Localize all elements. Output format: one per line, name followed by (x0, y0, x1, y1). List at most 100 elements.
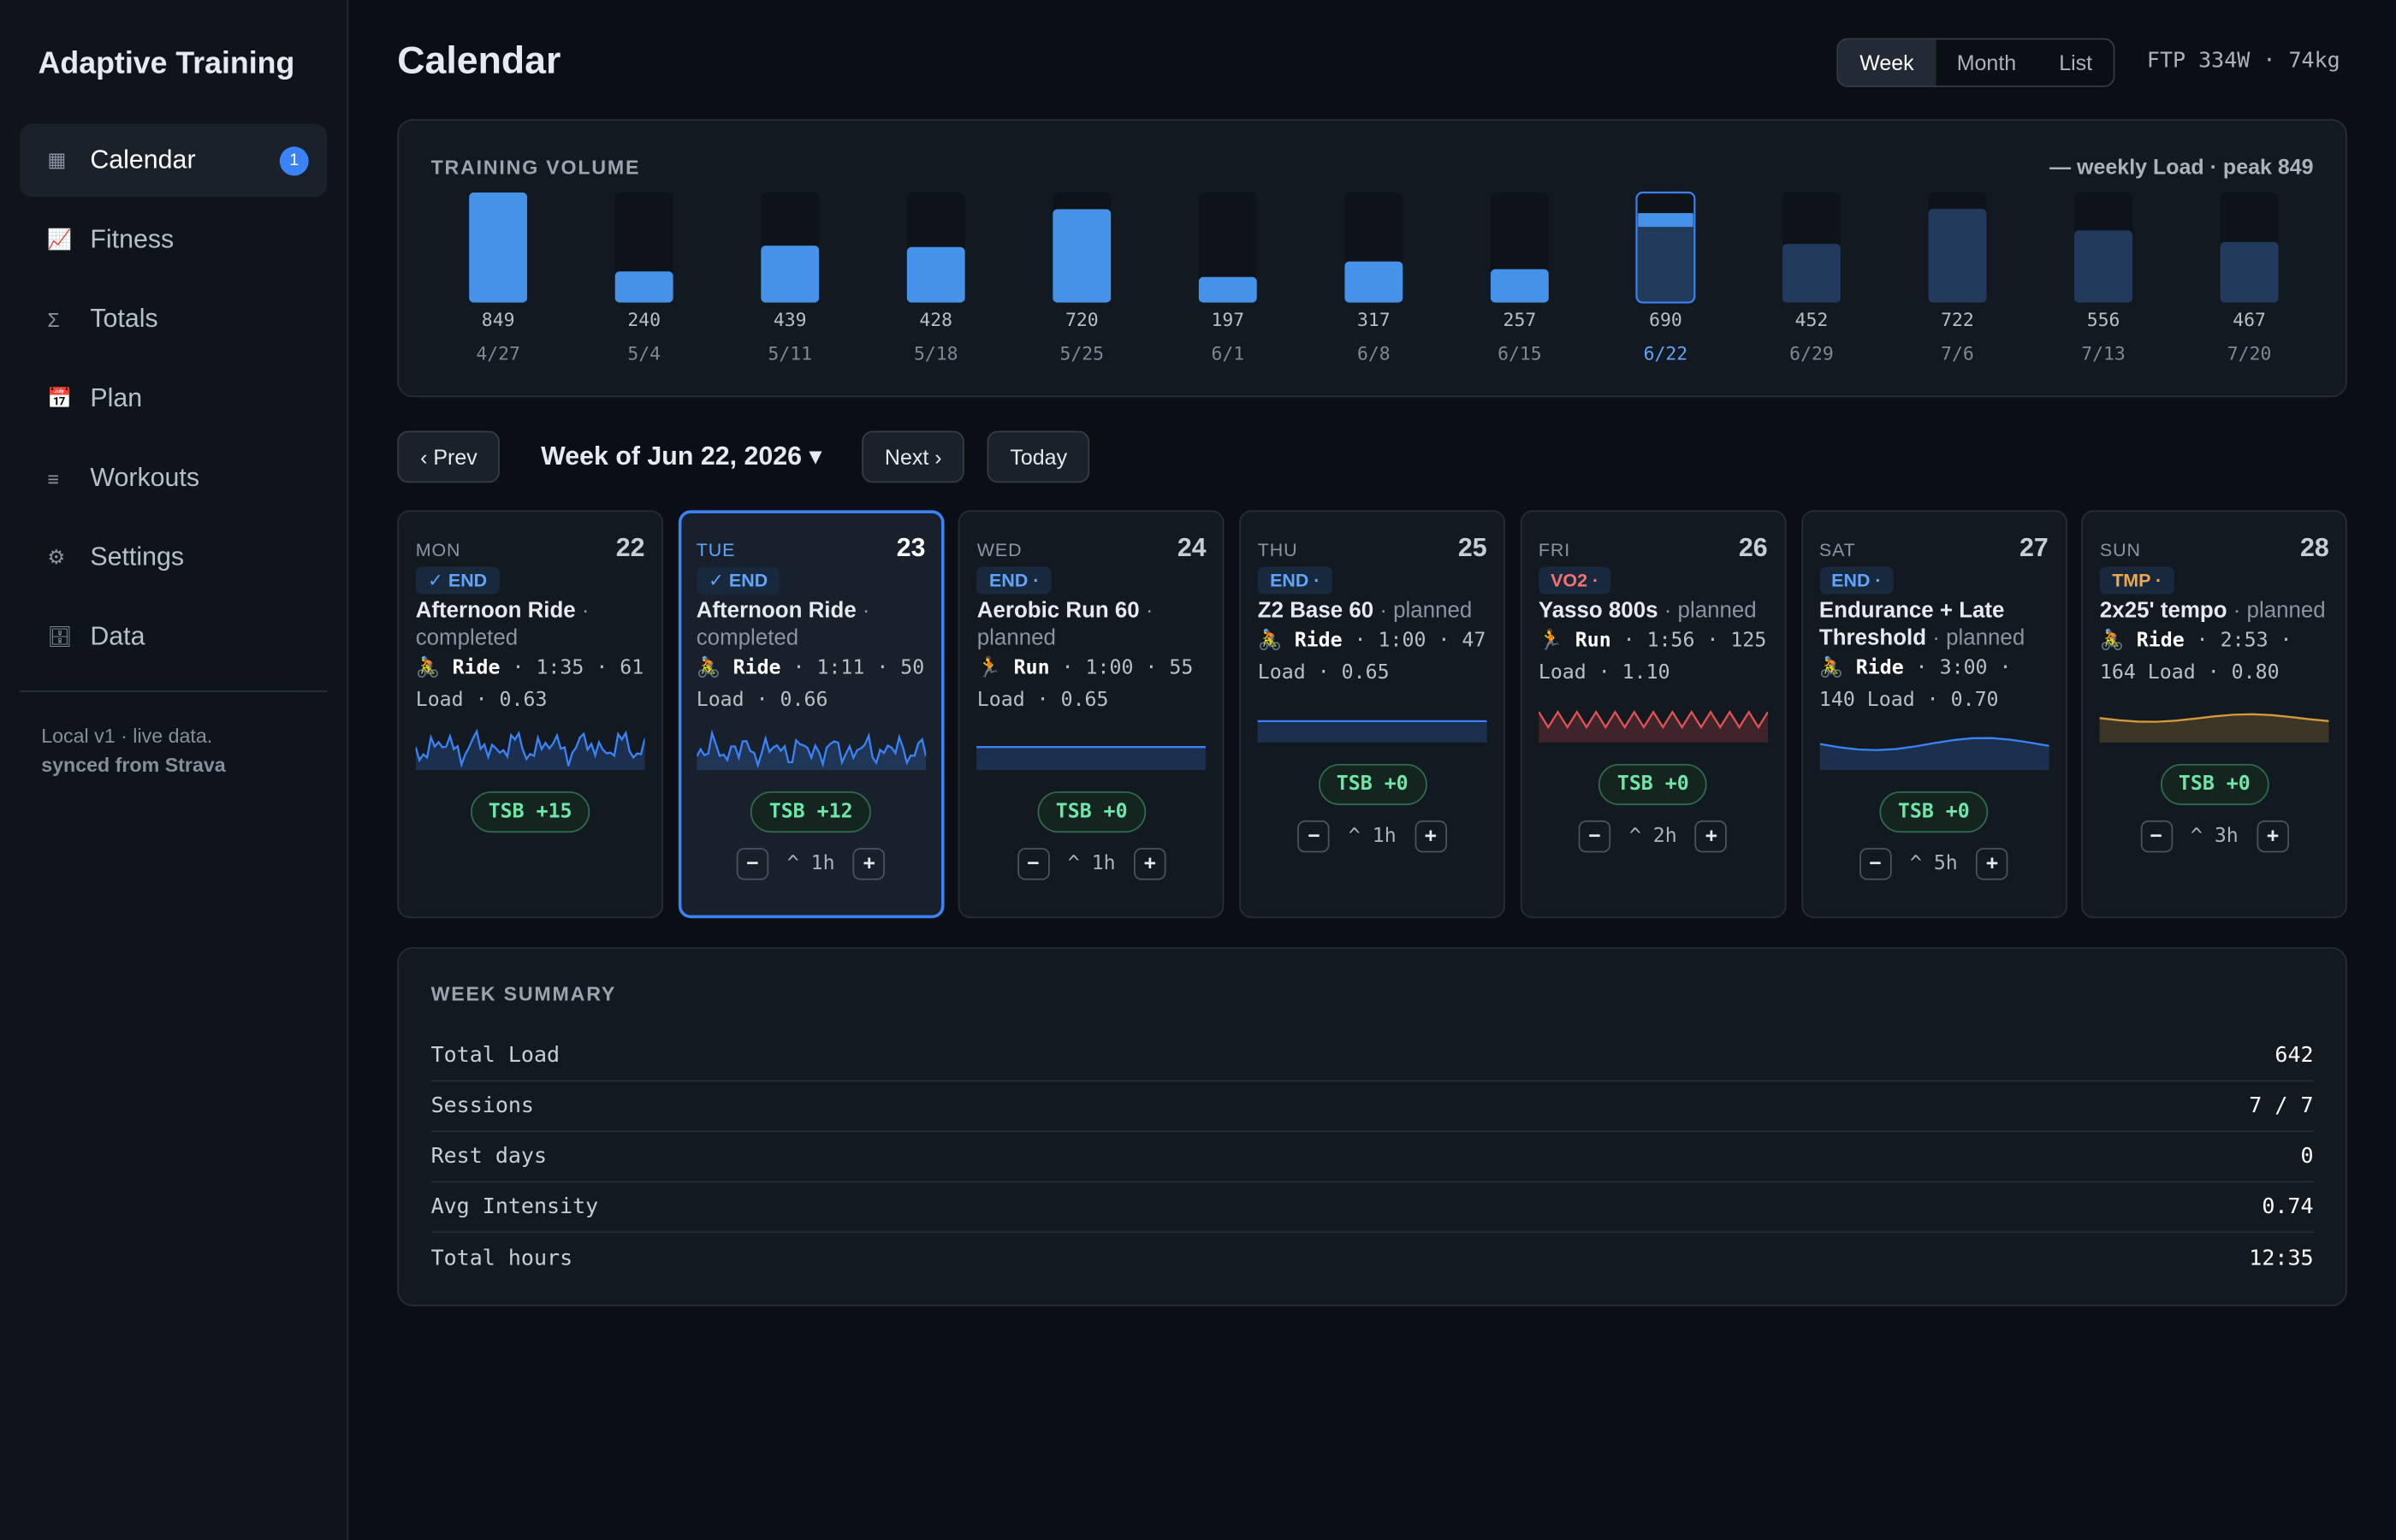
profile-fill (976, 747, 1207, 770)
profile-fill (1538, 712, 1768, 743)
day-card[interactable]: TUE 23 ✓ END Afternoon Ride · completed 🚴 Ri… (678, 510, 945, 919)
bar (761, 246, 820, 303)
bar-value: 257 (1503, 310, 1537, 331)
bar-value: 556 (2087, 310, 2120, 331)
day-header: SUN 28 (2100, 533, 2329, 564)
bar-date: 6/8 (1357, 343, 1391, 364)
adjust-label: ^ 1h (1067, 852, 1116, 876)
sport-icon: 🚴 (2099, 629, 2125, 653)
workout-profile (1538, 709, 1768, 743)
workout-meta: 🚴 Ride · 3:00 · 140 Load · 0.70 (1819, 653, 2049, 717)
next-button[interactable]: Next › (862, 430, 965, 483)
bar (1490, 269, 1549, 303)
nav-item[interactable]: ▦ Calendar 1 (20, 123, 328, 198)
day-number: 25 (1457, 533, 1487, 563)
nav: ▦ Calendar 1 📈 Fitness Σ Totals 📅 Plan ≡ Workouts ⚙… (20, 123, 328, 680)
bar-track (1198, 192, 1257, 303)
day-card[interactable]: THU 25 END · Z2 Base 60 · planned 🚴 Ride · 1… (1239, 510, 1506, 919)
minus-button[interactable]: − (736, 848, 769, 880)
adjust: − ^ 1h + (697, 848, 926, 880)
adjust-label: ^ 3h (2190, 825, 2239, 849)
adjust: − ^ 1h + (1258, 820, 1487, 853)
profile-line (696, 729, 926, 769)
nav-item[interactable]: 🗄 Data (20, 601, 327, 674)
plus-button[interactable]: + (2257, 820, 2289, 853)
tsb-pill: TSB +0 (1879, 791, 1989, 833)
plus-button[interactable]: + (1414, 820, 1447, 853)
meta-text: · 1:35 · 61 Load · 0.63 (415, 656, 644, 713)
workout-status: · planned (2233, 599, 2326, 624)
plus-button[interactable]: + (853, 848, 886, 880)
page-title: Calendar (397, 39, 561, 83)
workout-meta: 🏃 Run · 1:00 · 55 Load · 0.65 (977, 653, 1207, 717)
view-tab[interactable]: Month (1956, 50, 2017, 75)
nav-icon: 🗄 (47, 625, 73, 649)
profile-line (1538, 709, 1768, 730)
workout-tag: END · (1818, 566, 1894, 595)
minus-button[interactable]: − (1578, 820, 1611, 853)
meta-text: · 1:56 · 125 Load · 1.10 (1538, 629, 1767, 684)
day-number: 23 (896, 533, 926, 563)
nav-item[interactable]: ⚙ Settings (20, 521, 327, 595)
day-header: THU 25 (1258, 533, 1487, 564)
workout-meta: 🚴 Ride · 2:53 · 164 Load · 0.80 (2100, 625, 2329, 689)
sport-icon: 🏃 (976, 656, 1002, 680)
minus-button[interactable]: − (1017, 848, 1050, 880)
profile-fill (2099, 714, 2329, 743)
day-number: 22 (615, 533, 645, 563)
adjust-label: ^ 2h (1628, 825, 1677, 849)
day-card[interactable]: WED 24 END · Aerobic Run 60 · planned 🏃 Run … (958, 510, 1225, 919)
workout-title: Endurance + Late Threshold · planned (1818, 599, 2025, 651)
nav-item[interactable]: 📅 Plan (20, 362, 327, 435)
bar (614, 271, 673, 303)
nav-item[interactable]: 📈 Fitness (20, 204, 327, 277)
minus-button[interactable]: − (2139, 820, 2173, 853)
workout-status: · completed (415, 599, 590, 651)
plus-button[interactable]: + (1134, 848, 1166, 880)
sidebar: Adaptive Training ▦ Calendar 1 📈 Fitness Σ Tot… (0, 0, 349, 1540)
bar (906, 246, 965, 303)
workout-title: 2x25' tempo · planned (2099, 599, 2326, 624)
nav-item[interactable]: ≡ Workouts (20, 441, 327, 515)
workout-status: · planned (1932, 626, 2025, 651)
nav-item[interactable]: Σ Totals (20, 282, 327, 356)
workout-meta: 🚴 Ride · 1:35 · 61 Load · 0.63 (416, 653, 645, 717)
bar-date: 5/18 (914, 343, 958, 364)
nav-icon: ≡ (47, 466, 59, 490)
view-tab[interactable]: List (2059, 50, 2093, 75)
sport: Run (1575, 629, 1611, 653)
workout-profile (2099, 713, 2329, 743)
tsb-pill: TSB +12 (750, 791, 871, 833)
bar (1053, 209, 1112, 303)
day-card[interactable]: FRI 26 VO2 · Yasso 800s · planned 🏃 Run · 1:… (1520, 510, 1787, 919)
bar-date: 7/6 (1941, 343, 1974, 364)
summary-row: Sessions 7 / 7 (430, 1081, 2314, 1133)
prev-button[interactable]: ‹ Prev (397, 430, 501, 483)
bar-date: 6/29 (1789, 343, 1834, 364)
day-card[interactable]: SAT 27 END · Endurance + Late Threshold · p… (1800, 510, 2067, 919)
day-header: FRI 26 (1539, 533, 1768, 564)
day-card[interactable]: SUN 28 TMP · 2x25' tempo · planned 🚴 Ride · … (2081, 510, 2348, 919)
summary-value: 642 (2274, 1043, 2314, 1069)
day-card[interactable]: MON 22 ✓ END Afternoon Ride · completed 🚴 Ri… (397, 510, 663, 919)
workout-meta: 🚴 Ride · 1:11 · 50 Load · 0.66 (697, 653, 926, 717)
day-number: 24 (1177, 533, 1207, 563)
today-button[interactable]: Today (987, 430, 1090, 483)
minus-button[interactable]: − (1297, 820, 1331, 853)
bar-value: 722 (1941, 310, 1974, 331)
bar-value: 849 (482, 310, 515, 331)
week-label[interactable]: Week of Jun 22, 2026 ▾ (541, 441, 822, 471)
view-tab[interactable]: Week (1838, 39, 1936, 86)
plus-button[interactable]: + (1695, 820, 1728, 853)
bar-date: 5/4 (627, 343, 661, 364)
adjust-label: ^ 1h (786, 852, 835, 876)
minus-button[interactable]: − (1859, 848, 1892, 880)
tsb-pill: TSB +0 (1318, 763, 1427, 806)
nav-label: Settings (90, 542, 185, 572)
bar-date: 5/11 (768, 343, 812, 364)
sidebar-footer: Local v1 · live data. synced from Strava (41, 721, 225, 779)
bar (2074, 230, 2132, 303)
summary-value: 0.74 (2262, 1194, 2314, 1219)
day-header: SAT 27 (1819, 533, 2049, 564)
plus-button[interactable]: + (1976, 848, 2008, 880)
